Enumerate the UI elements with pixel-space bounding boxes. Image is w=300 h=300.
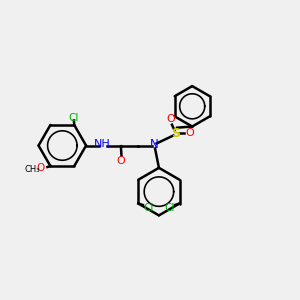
Text: CH₃: CH₃	[25, 165, 40, 174]
Text: Cl: Cl	[143, 203, 153, 213]
Text: O: O	[37, 163, 45, 172]
Text: S: S	[171, 127, 180, 140]
Text: O: O	[185, 128, 194, 138]
Text: O: O	[116, 156, 125, 166]
Text: N: N	[150, 138, 159, 151]
Text: Cl: Cl	[164, 203, 175, 213]
Text: O: O	[166, 114, 175, 124]
Text: NH: NH	[94, 139, 111, 149]
Text: Cl: Cl	[68, 113, 79, 123]
